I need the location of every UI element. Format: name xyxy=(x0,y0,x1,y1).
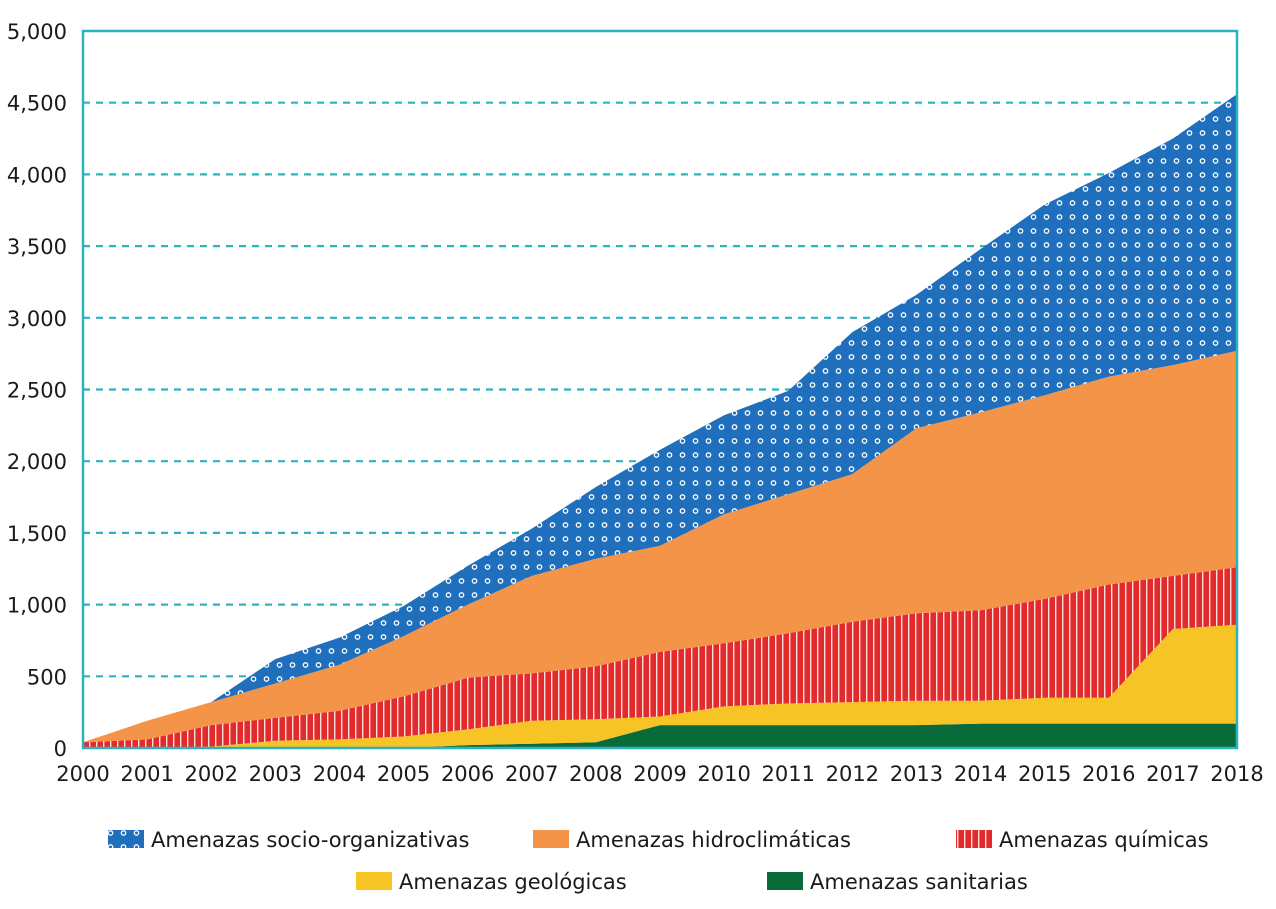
x-tick-label: 2014 xyxy=(954,762,1007,786)
legend-swatch xyxy=(356,872,392,890)
legend-label: Amenazas químicas xyxy=(999,828,1209,852)
y-axis-ticks: 0 500 1,000 1,500 2,000 2,500 3,000 3,500 4,000 4… xyxy=(7,20,67,761)
x-tick-label: 2002 xyxy=(184,762,237,786)
area-amenazas-geologicas xyxy=(83,624,1237,748)
legend-label: Amenazas hidroclimáticas xyxy=(576,828,851,852)
area-amenazas-hidroclimaticas xyxy=(83,350,1237,743)
legend-item-amenazas-socio-organizativas: Amenazas socio-organizativas xyxy=(108,828,469,852)
legend-swatch xyxy=(767,872,803,890)
legend-item-amenazas-quimicas: Amenazas químicas xyxy=(956,828,1209,852)
x-tick-label: 2004 xyxy=(313,762,366,786)
x-tick-label: 2006 xyxy=(441,762,494,786)
x-tick-label: 2003 xyxy=(249,762,302,786)
y-tick-label: 5,000 xyxy=(7,20,67,44)
y-tick-label: 1,000 xyxy=(7,594,67,618)
x-tick-label: 2008 xyxy=(569,762,622,786)
area-amenazas-quimicas xyxy=(83,567,1237,748)
x-axis-ticks: 2000 2001 2002 2003 2004 2005 2006 2007 2008 2009… xyxy=(56,762,1263,786)
x-tick-label: 2005 xyxy=(377,762,430,786)
legend-label: Amenazas socio-organizativas xyxy=(151,828,469,852)
legend-item-amenazas-hidroclimaticas: Amenazas hidroclimáticas xyxy=(533,828,851,852)
x-tick-label: 2011 xyxy=(761,762,814,786)
legend-swatch xyxy=(956,830,992,848)
legend-label: Amenazas geológicas xyxy=(399,870,627,894)
legend-swatch xyxy=(108,830,144,848)
x-tick-label: 2018 xyxy=(1210,762,1263,786)
legend-label: Amenazas sanitarias xyxy=(810,870,1028,894)
y-tick-label: 1,500 xyxy=(7,522,67,546)
x-tick-label: 2017 xyxy=(1146,762,1199,786)
x-tick-label: 2015 xyxy=(1018,762,1071,786)
plot-frame xyxy=(81,29,1239,750)
y-tick-label: 2,000 xyxy=(7,450,67,474)
y-tick-label: 3,500 xyxy=(7,235,67,259)
y-tick-label: 4,000 xyxy=(7,163,67,187)
y-tick-label: 0 xyxy=(54,737,67,761)
area-amenazas-sanitarias xyxy=(83,723,1237,748)
x-tick-label: 2007 xyxy=(505,762,558,786)
y-tick-label: 500 xyxy=(27,665,67,689)
x-tick-label: 2009 xyxy=(633,762,686,786)
y-tick-label: 2,500 xyxy=(7,379,67,403)
y-tick-label: 4,500 xyxy=(7,92,67,116)
legend: Amenazas socio-organizativas Amenazas hid… xyxy=(108,828,1209,894)
x-tick-label: 2012 xyxy=(826,762,879,786)
frame-layer xyxy=(81,29,1239,750)
legend-item-amenazas-sanitarias: Amenazas sanitarias xyxy=(767,870,1028,894)
x-tick-label: 2001 xyxy=(120,762,173,786)
x-tick-label: 2013 xyxy=(890,762,943,786)
area-layer xyxy=(83,94,1237,748)
x-tick-label: 2000 xyxy=(56,762,109,786)
legend-swatch xyxy=(533,830,569,848)
y-tick-label: 3,000 xyxy=(7,307,67,331)
x-tick-label: 2010 xyxy=(697,762,750,786)
legend-item-amenazas-geologicas: Amenazas geológicas xyxy=(356,870,627,894)
x-tick-label: 2016 xyxy=(1082,762,1135,786)
